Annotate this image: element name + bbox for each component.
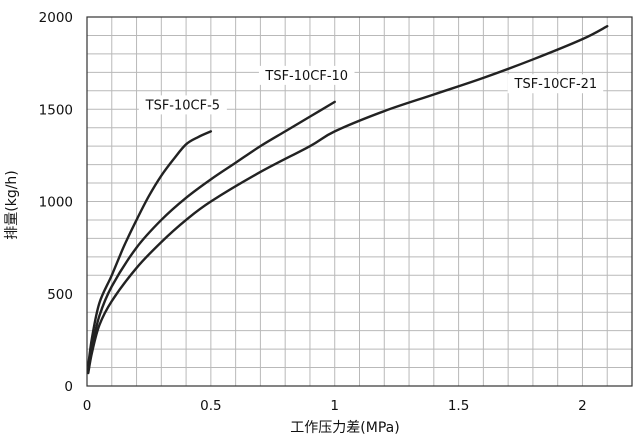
- series-label-background: [138, 95, 227, 115]
- x-tick-label: 0: [83, 398, 92, 414]
- series-label-tsf-10cf-5: TSF-10CF-5: [145, 98, 220, 113]
- x-axis-title: 工作压力差(MPa): [290, 420, 399, 436]
- y-tick-label: 1500: [39, 102, 73, 118]
- y-tick-label: 2000: [39, 10, 73, 26]
- x-tick-label: 1.5: [448, 398, 469, 414]
- series-label-tsf-10cf-21: TSF-10CF-21: [514, 77, 598, 92]
- series-line-tsf-10cf-21: [87, 25, 609, 375]
- series-line-tsf-10cf-10: [87, 100, 336, 371]
- series-label-background: [507, 74, 604, 94]
- x-tick-label: 1: [330, 398, 339, 414]
- x-tick-label: 2: [578, 398, 587, 414]
- series-label-tsf-10cf-10: TSF-10CF-10: [264, 69, 348, 84]
- label-layer: TSF-10CF-5 TSF-10CF-10 TSF-10CF-21: [138, 65, 604, 115]
- y-tick-label: 1000: [39, 195, 73, 211]
- grid-layer: [86, 16, 633, 387]
- series-line-tsf-10cf-5: [87, 130, 213, 367]
- plot-frame: [86, 16, 633, 387]
- axis-layer: 0 0.5 1 1.5 2 0 500 1000 1500 2000: [39, 10, 633, 414]
- y-axis-title: 排量(kg/h): [4, 170, 20, 240]
- y-tick-label: 0: [64, 379, 73, 395]
- y-tick-label: 500: [47, 287, 73, 303]
- series-label-background: [258, 65, 355, 85]
- x-tick-label: 0.5: [200, 398, 221, 414]
- series-layer: [87, 25, 609, 375]
